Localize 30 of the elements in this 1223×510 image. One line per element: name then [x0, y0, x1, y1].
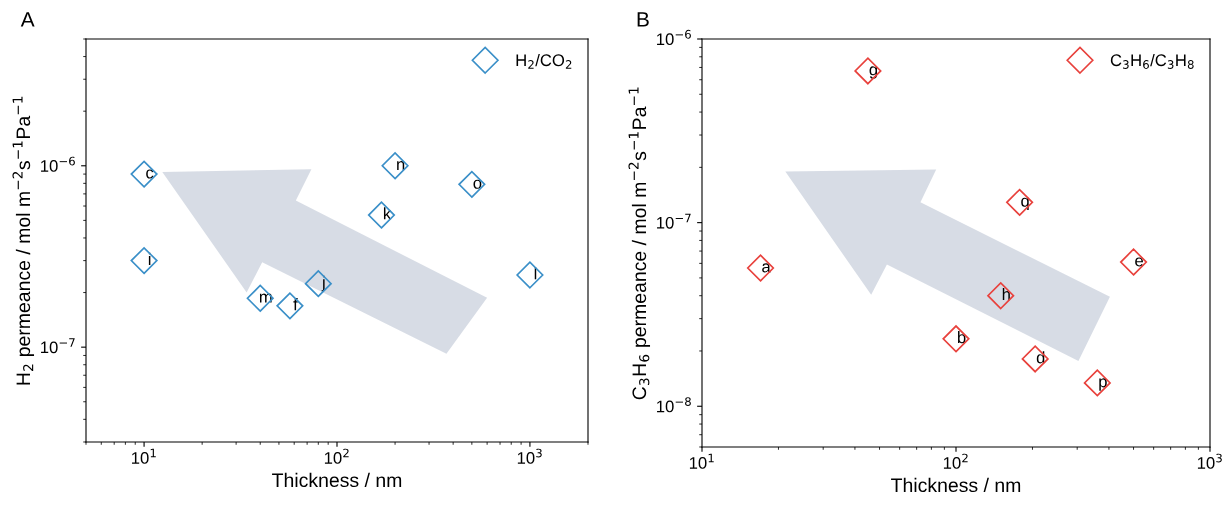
y-tick-label: 10$^{−8}$: [657, 397, 691, 413]
annotation: c: [146, 169, 154, 179]
annotation: n: [397, 161, 405, 171]
x-tick-label: 10$^{2}$: [324, 448, 349, 464]
y-tick-label: 10$^{−6}$: [41, 156, 75, 172]
legend-label: H$_{2}$/CO$_{2}$: [516, 53, 572, 69]
chart-title: B: [637, 12, 649, 27]
annotation: b: [958, 331, 966, 344]
x-axis-title: Thickness / nm: [272, 472, 402, 488]
chart-title: A: [20, 12, 35, 27]
legend-label: C$_{3}$H$_{6}$/C$_{3}$H$_{8}$: [1110, 53, 1194, 69]
x-tick-label: 10$^{2}$: [943, 453, 968, 469]
annotation: p: [1099, 378, 1107, 391]
x-tick-label: 10$^{3}$: [1197, 453, 1222, 469]
annotation: d: [1036, 351, 1045, 364]
annotation: a: [762, 263, 771, 273]
x-axis-title: Thickness / nm: [891, 477, 1021, 493]
x-tick-label: 10$^{1}$: [689, 453, 714, 469]
annotation: h: [1002, 287, 1010, 301]
x-tick-label: 10$^{1}$: [132, 448, 156, 464]
annotation: k: [383, 207, 392, 220]
y-tick-label: 10$^{−7}$: [41, 338, 75, 354]
annotation: e: [1135, 257, 1143, 267]
annotation: o: [473, 179, 482, 189]
text: C$_{3}$H$_{6}$ permeance / mol m$^{−2}$s$^{−1}$Pa$^{−1}$: [628, 87, 651, 400]
y-axis-title: H$_{2}$ permeance / mol m$^{−2}$s$^{−1}$Pa$^{−1}$: [12, 96, 35, 385]
y-tick-label: 10$^{−7}$: [657, 213, 691, 229]
x-tick-label: 10$^{3}$: [517, 448, 542, 464]
y-tick-label: 10$^{−6}$: [657, 29, 691, 46]
annotation: j: [321, 275, 325, 292]
